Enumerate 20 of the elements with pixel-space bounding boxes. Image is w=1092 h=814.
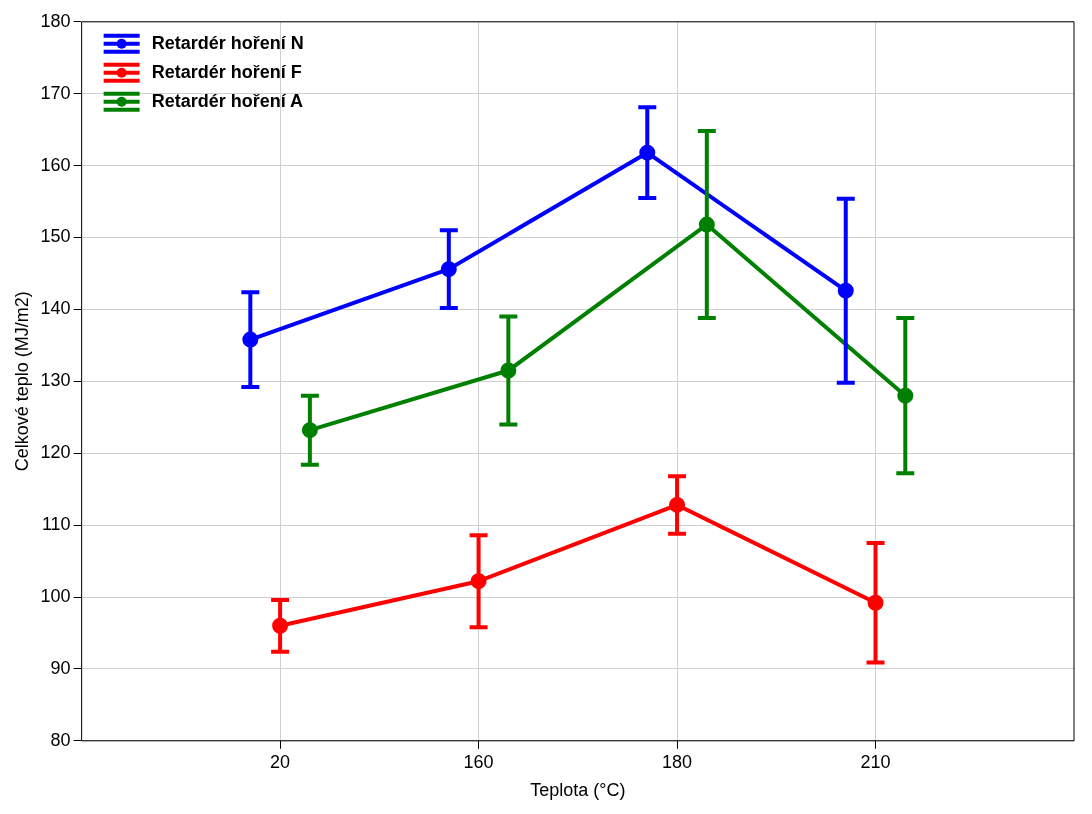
- y-tick-label: 160: [40, 154, 71, 175]
- x-tick-label: 160: [463, 751, 494, 772]
- y-tick-label: 170: [40, 82, 71, 103]
- legend-label: Retardér hoření A: [151, 90, 304, 111]
- y-tick-label: 80: [50, 729, 71, 750]
- legend-label: Retardér hoření N: [151, 32, 304, 53]
- y-tick-label: 100: [40, 585, 71, 606]
- y-tick-label: 150: [40, 226, 71, 247]
- y-tick-label: 120: [40, 442, 71, 463]
- y-tick-label: 110: [41, 514, 71, 535]
- y-tick-label: 180: [40, 10, 71, 31]
- x-tick-label: 180: [662, 751, 693, 772]
- x-tick-label: 20: [270, 751, 291, 772]
- y-tick-label: 140: [40, 298, 71, 319]
- y-tick-label: 90: [50, 657, 71, 678]
- y-tick-label: 130: [40, 370, 71, 391]
- x-axis-title: Teplota (°C): [530, 780, 626, 801]
- x-tick-label: 210: [860, 751, 891, 772]
- legend-label: Retardér hoření F: [151, 61, 302, 82]
- y-axis-title: Celkové teplo (MJ/m2): [11, 291, 32, 472]
